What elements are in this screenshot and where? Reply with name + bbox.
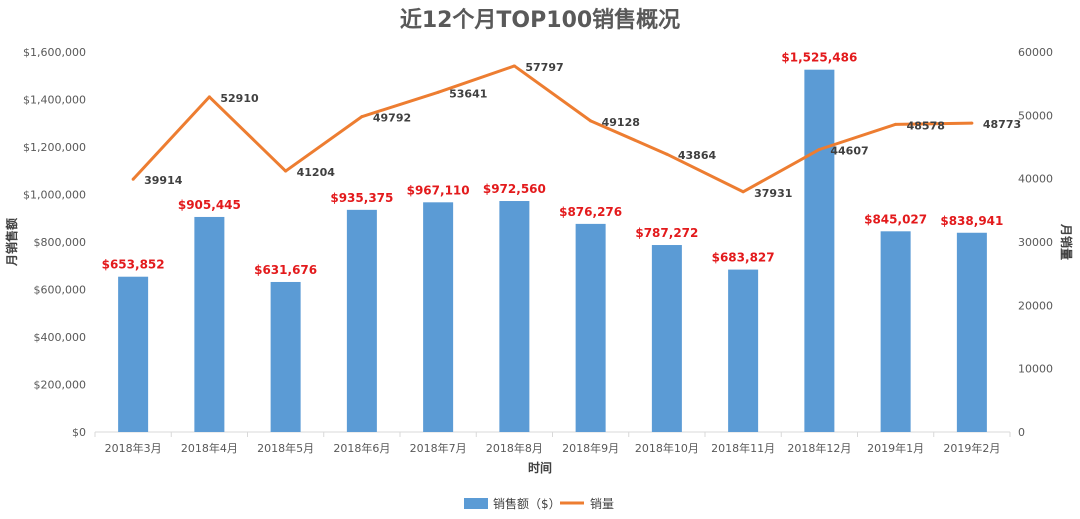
bar: [194, 216, 225, 432]
line-point: [817, 147, 821, 151]
y-tick-label: $200,000: [34, 379, 87, 392]
bar: [880, 231, 911, 432]
bar-value-label: $838,941: [940, 214, 1003, 228]
line-point: [970, 121, 974, 125]
line-value-label: 49128: [602, 116, 640, 129]
bar-value-label: $972,560: [483, 182, 546, 196]
line-value-label: 52910: [220, 92, 259, 105]
y2-tick-label: 30000: [1018, 236, 1053, 249]
y2-tick-label: 40000: [1018, 173, 1053, 186]
bar-value-label: $905,445: [178, 198, 241, 212]
bar-value-label: $653,852: [102, 258, 165, 272]
legend-bar-swatch: [464, 498, 488, 509]
bar-value-label: $935,375: [330, 191, 393, 205]
bar-value-label: $631,676: [254, 263, 317, 277]
y-tick-label: $1,000,000: [23, 189, 86, 202]
bar: [270, 281, 301, 432]
line-point: [284, 169, 288, 173]
bar: [728, 269, 759, 432]
bar: [575, 223, 606, 432]
x-tick-label: 2018年8月: [486, 441, 543, 455]
y2-tick-label: 20000: [1018, 299, 1053, 312]
bar-value-label: $845,027: [864, 212, 927, 226]
y-tick-label: $0: [72, 426, 86, 439]
bar-value-label: $683,827: [712, 251, 775, 265]
bar: [804, 69, 835, 432]
legend: 销售额（$） 销量: [464, 496, 614, 511]
x-tick-label: 2018年5月: [257, 441, 314, 455]
line-point: [665, 152, 669, 156]
bar: [346, 209, 377, 432]
bar-value-label: $876,276: [559, 205, 622, 219]
x-tick-label: 2019年2月: [943, 441, 1000, 455]
bar: [423, 202, 454, 432]
line-value-label: 39914: [144, 174, 183, 187]
x-tick-label: 2018年11月: [711, 441, 775, 455]
line-point: [131, 177, 135, 181]
legend-line-label: 销量: [590, 497, 614, 511]
line-value-label: 44607: [830, 144, 868, 157]
bar: [651, 245, 682, 432]
line-value-label: 48773: [983, 118, 1021, 131]
data-labels: $653,852 $905,445 $631,676 $935,375 $967,110…: [102, 51, 1022, 277]
y-tick-label: $1,600,000: [23, 46, 86, 59]
y2-tick-label: 10000: [1018, 363, 1053, 376]
x-tick-label: 2018年7月: [410, 441, 467, 455]
y-tick-label: $1,200,000: [23, 141, 86, 154]
line-point: [894, 122, 898, 126]
sales-volume-line: [132, 64, 972, 194]
line-value-label: 48578: [907, 119, 945, 132]
y-tick-label: $800,000: [34, 236, 87, 249]
x-tick-label: 2018年10月: [635, 441, 699, 455]
line-point: [436, 90, 440, 94]
line-series: [131, 64, 974, 194]
x-axis-title: 时间: [528, 460, 552, 475]
line-point: [589, 119, 593, 123]
y-axis-title: 月销售额: [4, 218, 19, 267]
x-tick-label: 2018年3月: [105, 441, 162, 455]
line-point: [360, 115, 364, 119]
bar: [956, 232, 987, 432]
chart-title: 近12个月TOP100销售概况: [400, 7, 680, 33]
y-tick-label: $600,000: [34, 284, 87, 297]
bar: [499, 201, 530, 432]
x-tick-label: 2019年1月: [867, 441, 924, 455]
y2-axis-title: 月销量: [1059, 223, 1074, 260]
line-point: [512, 64, 516, 68]
legend-bar-label: 销售额（$）: [493, 496, 561, 511]
bar-series: [118, 69, 987, 432]
line-value-label: 37931: [754, 187, 792, 200]
line-value-label: 53641: [449, 87, 487, 100]
bar: [118, 276, 149, 432]
axes: 2018年3月 2018年4月 2018年5月 2018年6月 2018年7月 2018年…: [23, 46, 1053, 455]
x-tick-label: 2018年6月: [333, 441, 390, 455]
bar-value-label: $787,272: [635, 226, 698, 240]
line-value-label: 43864: [678, 149, 717, 162]
line-value-label: 41204: [297, 166, 336, 179]
bar-value-label: $1,525,486: [781, 51, 857, 65]
line-value-label: 49792: [373, 112, 411, 125]
y-tick-label: $400,000: [34, 331, 87, 344]
line-point: [207, 95, 211, 99]
y2-tick-label: 50000: [1018, 109, 1053, 122]
line-point: [741, 190, 745, 194]
x-tick-label: 2018年9月: [562, 441, 619, 455]
bar-value-label: $967,110: [407, 183, 470, 197]
x-tick-label: 2018年12月: [787, 441, 851, 455]
x-tick-label: 2018年4月: [181, 441, 238, 455]
line-value-label: 57797: [525, 61, 563, 74]
y2-tick-label: 60000: [1018, 46, 1053, 59]
y-tick-label: $1,400,000: [23, 94, 86, 107]
y2-tick-label: 0: [1018, 426, 1025, 439]
